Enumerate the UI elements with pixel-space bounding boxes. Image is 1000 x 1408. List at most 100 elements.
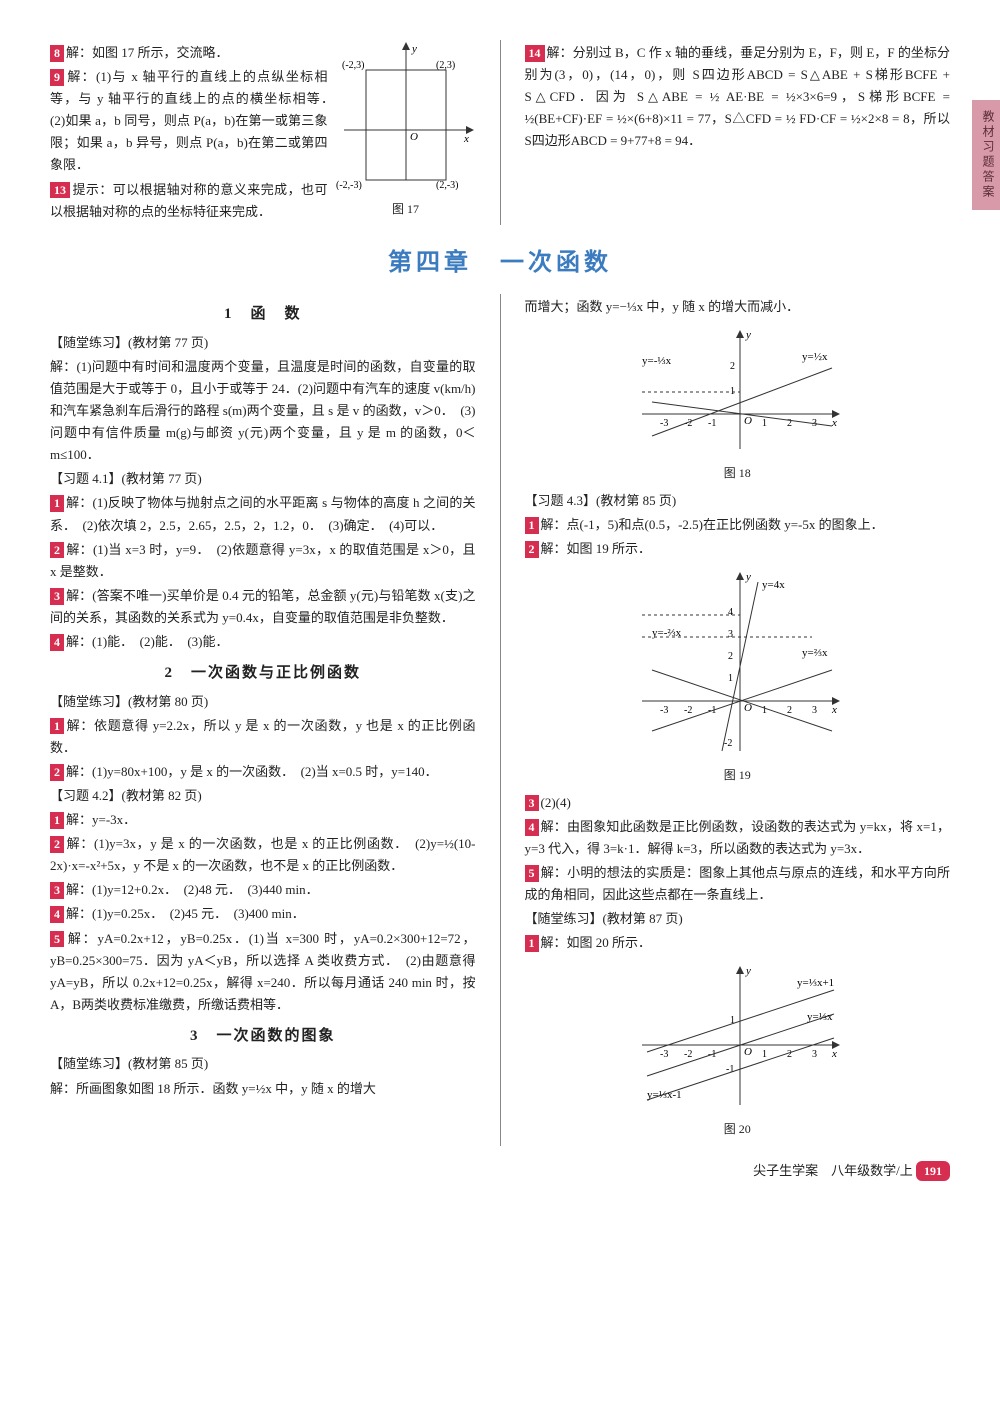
- svg-text:y: y: [411, 43, 417, 55]
- svg-text:x: x: [831, 704, 837, 716]
- svg-text:y=-⅓x: y=-⅓x: [642, 355, 672, 367]
- sol-13: 13提示：可以根据轴对称的意义来完成，也可以根据轴对称的点的坐标特征来完成．: [50, 179, 328, 223]
- ex41-3: 3解：(答案不唯一)买单价是 0.4 元的铅笔，总金额 y(元)与铅笔数 x(支…: [50, 585, 476, 629]
- ex43-4: 4解：由图象知此函数是正比例函数，设函数的表达式为 y=kx，将 x=1，y=3…: [525, 816, 951, 860]
- ex41-head: 【习题 4.1】(教材第 77 页): [50, 468, 476, 490]
- fig19-svg: O x y -3-2-1 123 1234 -2 y=4x y=-⅔x: [622, 566, 852, 756]
- ex43-head: 【习题 4.3】(教材第 85 页): [525, 490, 951, 512]
- svg-text:y=½x: y=½x: [802, 351, 828, 363]
- sec2-1: 1解：依题意得 y=2.2x，所以 y 是 x 的一次函数，y 也是 x 的正比…: [50, 715, 476, 759]
- text-8: 解：如图 17 所示，交流略．: [66, 45, 229, 60]
- fig20-svg: O x y -3-2-1 123 1-1 y=⅓x+1 y=⅓x y=⅓x-1: [622, 960, 852, 1110]
- svg-text:1: 1: [762, 1049, 767, 1060]
- ex43-5: 5解：小明的想法的实质是：图象上其他点与原点的连线，和水平方向所成的角相同，因此…: [525, 862, 951, 906]
- top-right-col: 14解：分别过 B，C 作 x 轴的垂线，垂足分别为 E，F，则 E，F 的坐标…: [525, 40, 951, 225]
- svg-text:3: 3: [812, 1049, 817, 1060]
- svg-text:4: 4: [728, 607, 733, 618]
- svg-text:O: O: [744, 415, 752, 427]
- num-1c: 1: [50, 812, 64, 829]
- ex43-1: 1解：点(-1，5)和点(0.5，-2.5)在正比例函数 y=-5x 的图象上．: [525, 514, 951, 536]
- sec2-2t: 解：(1)y=80x+100，y 是 x 的一次函数． (2)当 x=0.5 时…: [66, 764, 438, 779]
- ex42-1t: 解：y=-3x．: [66, 812, 136, 827]
- ex41-4t: 解：(1)能． (2)能． (3)能．: [66, 634, 228, 649]
- fig17-svg: O x y (-2,3) (2,3) (-2,-3) (2,-3): [336, 40, 476, 190]
- sec2-head: 【随堂练习】(教材第 80 页): [50, 691, 476, 713]
- svg-text:(2,-3): (2,-3): [436, 180, 459, 190]
- num-8: 8: [50, 45, 64, 62]
- sec2-title: 2 一次函数与正比例函数: [50, 661, 476, 687]
- num-2c: 2: [50, 836, 64, 853]
- ex43-5t: 解：小明的想法的实质是：图象上其他点与原点的连线，和水平方向所成的角相同，因此这…: [525, 865, 951, 902]
- svg-text:O: O: [410, 131, 418, 143]
- ex42-5: 5解：yA=0.2x+12，yB=0.25x．(1)当 x=300 时，yA=0…: [50, 928, 476, 1016]
- num-1a: 1: [50, 495, 64, 512]
- fig19-wrap: O x y -3-2-1 123 1234 -2 y=4x y=-⅔x: [525, 566, 951, 785]
- svg-text:-3: -3: [660, 1049, 668, 1060]
- ex41-2: 2解：(1)当 x=3 时，y=9． (2)依题意得 y=3x，x 的取值范围是…: [50, 539, 476, 583]
- svg-text:1: 1: [762, 705, 767, 716]
- svg-text:1: 1: [728, 673, 733, 684]
- sec3b-1t: 解：如图 20 所示．: [541, 935, 652, 950]
- ex42-4: 4解：(1)y=0.25x． (2)45 元． (3)400 min．: [50, 903, 476, 925]
- ex42-5t: 解：yA=0.2x+12，yB=0.25x．(1)当 x=300 时，yA=0.…: [50, 931, 476, 1012]
- ex41-3t: 解：(答案不唯一)买单价是 0.4 元的铅笔，总金额 y(元)与铅笔数 x(支)…: [50, 588, 476, 625]
- svg-text:2: 2: [728, 651, 733, 662]
- ex43-2: 2解：如图 19 所示．: [525, 538, 951, 560]
- num-4d: 4: [525, 819, 539, 836]
- sec1-head: 【随堂练习】(教材第 77 页): [50, 332, 476, 354]
- fig18-wrap: O x y -3-2-1 123 12 y=-⅓x y=½x 图 18: [525, 324, 951, 483]
- fig20-cap: 图 20: [525, 1119, 951, 1139]
- svg-text:y=-⅔x: y=-⅔x: [652, 627, 682, 639]
- num-1d: 1: [525, 517, 539, 534]
- svg-text:-3: -3: [660, 705, 668, 716]
- chapter-title: 第四章 一次函数: [50, 243, 950, 284]
- right-cont: 而增大；函数 y=−⅓x 中，y 随 x 的增大而减小．: [525, 296, 951, 318]
- ex41-2t: 解：(1)当 x=3 时，y=9． (2)依题意得 y=3x，x 的取值范围是 …: [50, 542, 476, 579]
- ex43-2t: 解：如图 19 所示．: [541, 541, 652, 556]
- num-1e: 1: [525, 935, 539, 952]
- svg-text:2: 2: [730, 361, 735, 372]
- svg-text:y=⅔x: y=⅔x: [802, 647, 828, 659]
- svg-text:-2: -2: [684, 705, 692, 716]
- svg-text:y=⅓x+1: y=⅓x+1: [797, 977, 834, 989]
- svg-text:-2: -2: [724, 738, 732, 749]
- ex43-3: 3(2)(4): [525, 792, 951, 814]
- num-13: 13: [50, 182, 70, 199]
- num-3a: 3: [50, 588, 64, 605]
- svg-text:x: x: [831, 417, 837, 429]
- top-row: 8解：如图 17 所示，交流略． 9解：(1)与 x 轴平行的直线上的点纵坐标相…: [50, 40, 950, 225]
- fig18-cap: 图 18: [525, 463, 951, 483]
- right-col: 而增大；函数 y=−⅓x 中，y 随 x 的增大而减小． O x y -3-2-…: [525, 294, 951, 1145]
- ex42-head: 【习题 4.2】(教材第 82 页): [50, 785, 476, 807]
- ex42-4t: 解：(1)y=0.25x． (2)45 元． (3)400 min．: [66, 906, 305, 921]
- num-14: 14: [525, 45, 545, 62]
- text-9: 解：(1)与 x 轴平行的直线上的点纵坐标相等，与 y 轴平行的直线上的点的横坐…: [50, 69, 341, 172]
- ex43-3t: (2)(4): [541, 795, 571, 810]
- num-3c: 3: [50, 882, 64, 899]
- svg-text:x: x: [831, 1048, 837, 1060]
- sol-14: 14解：分别过 B，C 作 x 轴的垂线，垂足分别为 E，F，则 E，F 的坐标…: [525, 42, 951, 152]
- fig17-cap: 图 17: [336, 199, 476, 219]
- num-1b: 1: [50, 718, 64, 735]
- sec3b-head: 【随堂练习】(教材第 87 页): [525, 908, 951, 930]
- side-tab: 教材习题答案: [972, 100, 1000, 210]
- fig19-cap: 图 19: [525, 765, 951, 785]
- footer-text: 尖子生学案 八年级数学/上: [753, 1163, 913, 1178]
- ex42-2: 2解：(1)y=3x，y 是 x 的一次函数，也是 x 的正比例函数． (2)y…: [50, 833, 476, 877]
- ex43-4t: 解：由图象知此函数是正比例函数，设函数的表达式为 y=kx，将 x=1，y=3 …: [525, 819, 951, 856]
- fig17-wrap: O x y (-2,3) (2,3) (-2,-3) (2,-3) 图 17: [336, 40, 476, 225]
- main-row: 1 函 数 【随堂练习】(教材第 77 页) 解：(1)问题中有时间和温度两个变…: [50, 294, 950, 1145]
- num-5d: 5: [525, 865, 539, 882]
- sec3-title: 3 一次函数的图象: [50, 1024, 476, 1050]
- num-9: 9: [50, 69, 64, 86]
- top-divider: [500, 40, 501, 225]
- svg-text:3: 3: [728, 629, 733, 640]
- svg-text:(-2,3): (-2,3): [342, 60, 365, 71]
- ex41-1: 1解：(1)反映了物体与抛射点之间的水平距离 s 与物体的高度 h 之间的关系．…: [50, 492, 476, 536]
- num-4a: 4: [50, 634, 64, 651]
- sol-9: 9解：(1)与 x 轴平行的直线上的点纵坐标相等，与 y 轴平行的直线上的点的横…: [50, 66, 328, 176]
- sec1-p1: 解：(1)问题中有时间和温度两个变量，且温度是时间的函数，自变量的取值范围是大于…: [50, 356, 476, 466]
- num-2a: 2: [50, 542, 64, 559]
- fig20-wrap: O x y -3-2-1 123 1-1 y=⅓x+1 y=⅓x y=⅓x-1 …: [525, 960, 951, 1139]
- num-2b: 2: [50, 764, 64, 781]
